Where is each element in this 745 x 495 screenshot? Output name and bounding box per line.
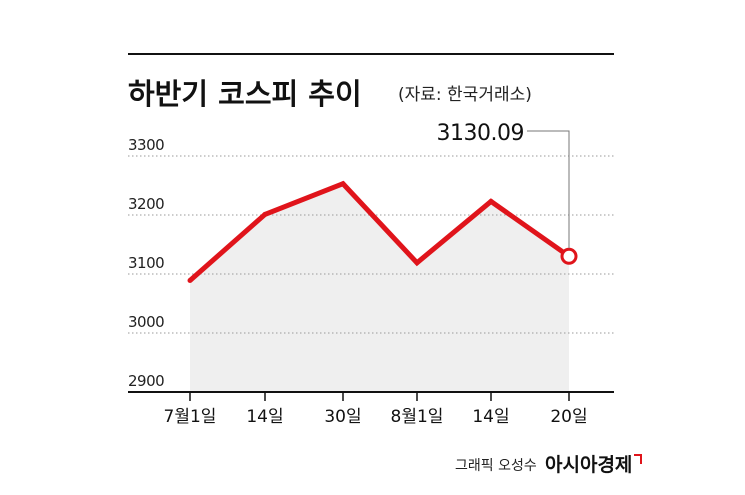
x-tick-label: 20일 <box>550 407 587 427</box>
data-point <box>262 211 268 217</box>
publisher-brand: 아시아경제 <box>545 454 632 476</box>
data-point <box>340 181 346 187</box>
plot-area: 2900 3000 3100 3200 3300 7월1일 14일 30일 8월1일 14일 20일… <box>128 121 614 427</box>
y-tick-label: 3100 <box>128 254 164 272</box>
y-tick-label: 3000 <box>128 313 164 331</box>
data-point <box>414 260 420 266</box>
chart-title: 하반기 코스피 추이 <box>128 77 362 111</box>
y-tick-label: 3300 <box>128 136 164 154</box>
callout-leader <box>527 130 570 249</box>
series-line <box>188 180 571 283</box>
y-tick-label: 3200 <box>128 195 164 213</box>
y-tick-label: 2900 <box>128 372 164 390</box>
last-data-point <box>560 247 578 265</box>
graphic-credit: 그래픽 오성수 <box>455 458 537 474</box>
source-note: (자료: 한국거래소) <box>398 85 532 105</box>
x-tick-label: 14일 <box>472 407 509 427</box>
x-tick-label: 8월1일 <box>391 407 444 427</box>
data-point <box>187 277 193 283</box>
x-tick-label: 14일 <box>246 407 283 427</box>
x-tick-label: 30일 <box>324 407 361 427</box>
x-tick-label: 7월1일 <box>164 407 217 427</box>
series-area <box>190 183 569 392</box>
last-value-label: 3130.09 <box>437 121 524 146</box>
brand-mark-icon <box>634 454 642 464</box>
data-point <box>488 198 494 204</box>
